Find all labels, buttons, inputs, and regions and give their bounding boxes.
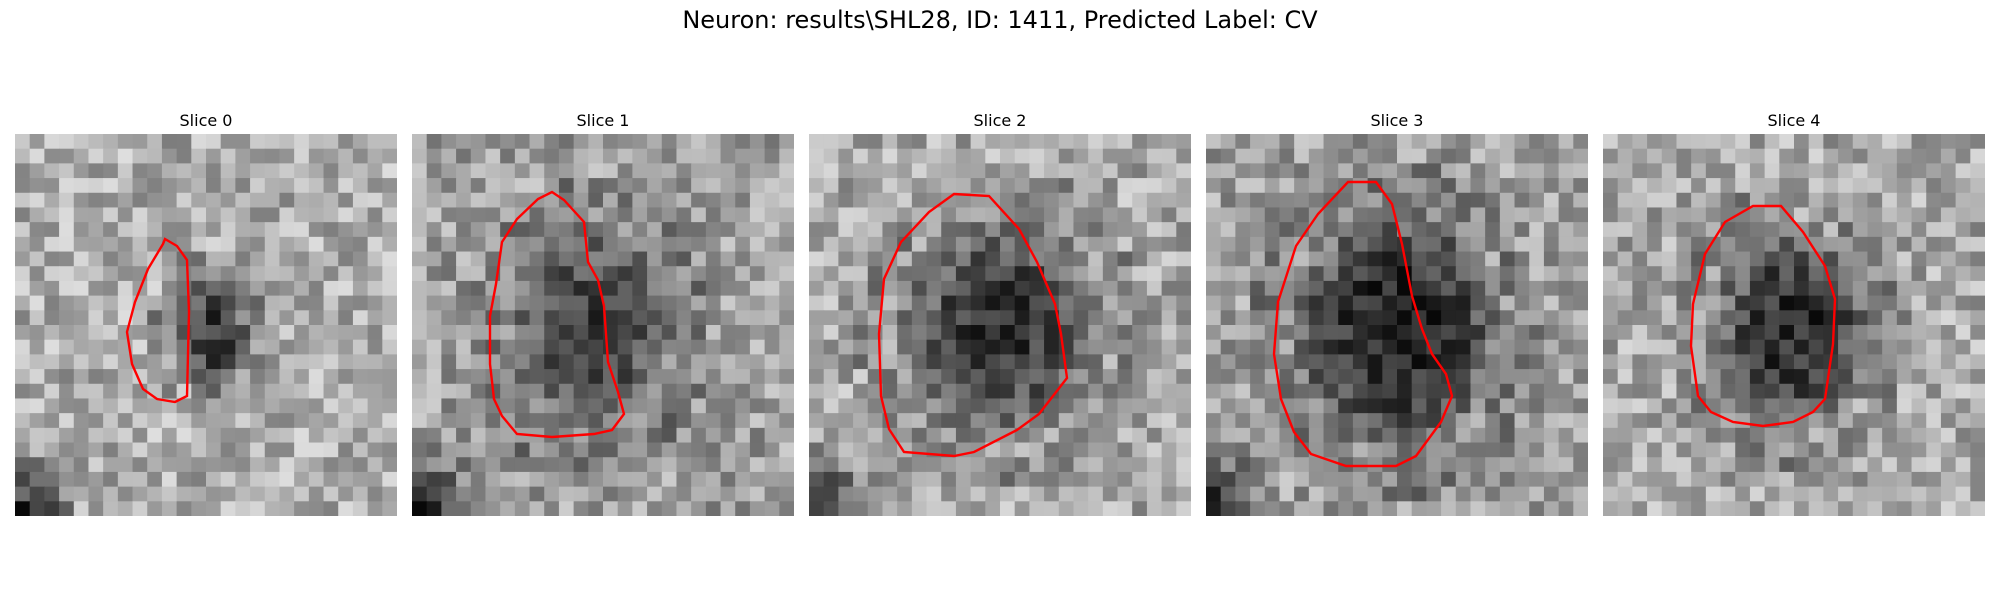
- slice-panel-2: Slice 2: [809, 108, 1191, 516]
- slice-image-3: [1206, 134, 1588, 516]
- slice-image-4: [1603, 134, 1985, 516]
- slice-panel-1: Slice 1: [412, 108, 794, 516]
- roi-contour-0: [125, 237, 191, 404]
- roi-contour-1: [488, 190, 626, 439]
- slice-title-4: Slice 4: [1767, 111, 1821, 130]
- slice-panel-0: Slice 0: [15, 108, 397, 516]
- slice-image-0: [15, 134, 397, 516]
- slice-title-1: Slice 1: [576, 111, 630, 130]
- roi-contour-4: [1689, 204, 1837, 428]
- slice-image-1: [412, 134, 794, 516]
- roi-contour-2: [877, 192, 1069, 458]
- slice-title-2: Slice 2: [973, 111, 1027, 130]
- slice-panel-3: Slice 3: [1206, 108, 1588, 516]
- slice-title-0: Slice 0: [179, 111, 233, 130]
- slice-image-2: [809, 134, 1191, 516]
- figure-title: Neuron: results\SHL28, ID: 1411, Predict…: [682, 6, 1318, 34]
- slice-title-3: Slice 3: [1370, 111, 1424, 130]
- slice-panel-4: Slice 4: [1603, 108, 1985, 516]
- roi-contour-3: [1272, 180, 1454, 468]
